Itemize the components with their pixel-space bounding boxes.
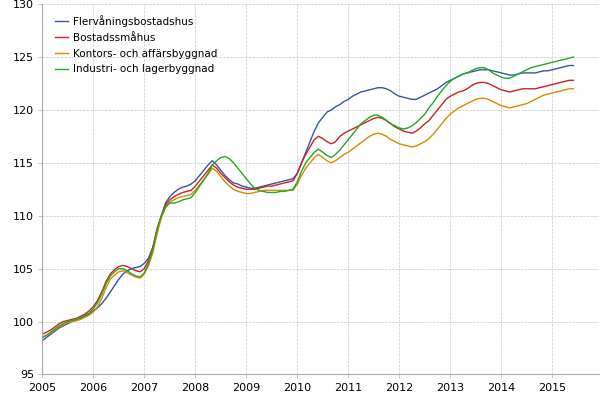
Legend: Flervåningsbostadshus, Bostadssmåhus, Kontors- och affärsbyggnad, Industri- och : Flervåningsbostadshus, Bostadssmåhus, Ko… — [53, 13, 220, 76]
Flervåningsbostadshus — [570, 63, 577, 68]
Line: Industri- och lagerbyggnad: Industri- och lagerbyggnad — [42, 57, 574, 337]
Industri- och lagerbyggnad — [353, 126, 361, 131]
Kontors- och affärsbyggnad — [570, 86, 577, 91]
Bostadssmåhus — [366, 118, 373, 123]
Industri- och lagerbyggnad — [73, 317, 80, 322]
Bostadssmåhus — [566, 78, 573, 83]
Flervåningsbostadshus — [39, 338, 46, 343]
Line: Bostadssmåhus: Bostadssmåhus — [42, 80, 574, 334]
Kontors- och affärsbyggnad — [566, 86, 573, 91]
Line: Flervåningsbostadshus: Flervåningsbostadshus — [42, 65, 574, 341]
Industri- och lagerbyggnad — [39, 335, 46, 340]
Industri- och lagerbyggnad — [391, 123, 399, 128]
Bostadssmåhus — [391, 124, 399, 129]
Flervåningsbostadshus — [366, 87, 373, 92]
Bostadssmåhus — [39, 332, 46, 337]
Flervåningsbostadshus — [391, 92, 399, 97]
Kontors- och affärsbyggnad — [289, 188, 296, 193]
Kontors- och affärsbyggnad — [391, 139, 399, 144]
Line: Kontors- och affärsbyggnad: Kontors- och affärsbyggnad — [42, 89, 574, 337]
Industri- och lagerbyggnad — [175, 200, 182, 205]
Industri- och lagerbyggnad — [570, 54, 577, 59]
Bostadssmåhus — [353, 124, 361, 129]
Bostadssmåhus — [570, 78, 577, 83]
Flervåningsbostadshus — [73, 318, 80, 323]
Bostadssmåhus — [73, 316, 80, 321]
Industri- och lagerbyggnad — [366, 115, 373, 120]
Kontors- och affärsbyggnad — [353, 144, 361, 149]
Kontors- och affärsbyggnad — [175, 195, 182, 200]
Bostadssmåhus — [289, 178, 296, 183]
Kontors- och affärsbyggnad — [39, 335, 46, 340]
Flervåningsbostadshus — [289, 176, 296, 181]
Kontors- och affärsbyggnad — [366, 134, 373, 139]
Flervåningsbostadshus — [566, 63, 573, 68]
Flervåningsbostadshus — [175, 187, 182, 192]
Industri- och lagerbyggnad — [289, 187, 296, 192]
Flervåningsbostadshus — [353, 92, 361, 97]
Bostadssmåhus — [175, 192, 182, 197]
Kontors- och affärsbyggnad — [73, 318, 80, 323]
